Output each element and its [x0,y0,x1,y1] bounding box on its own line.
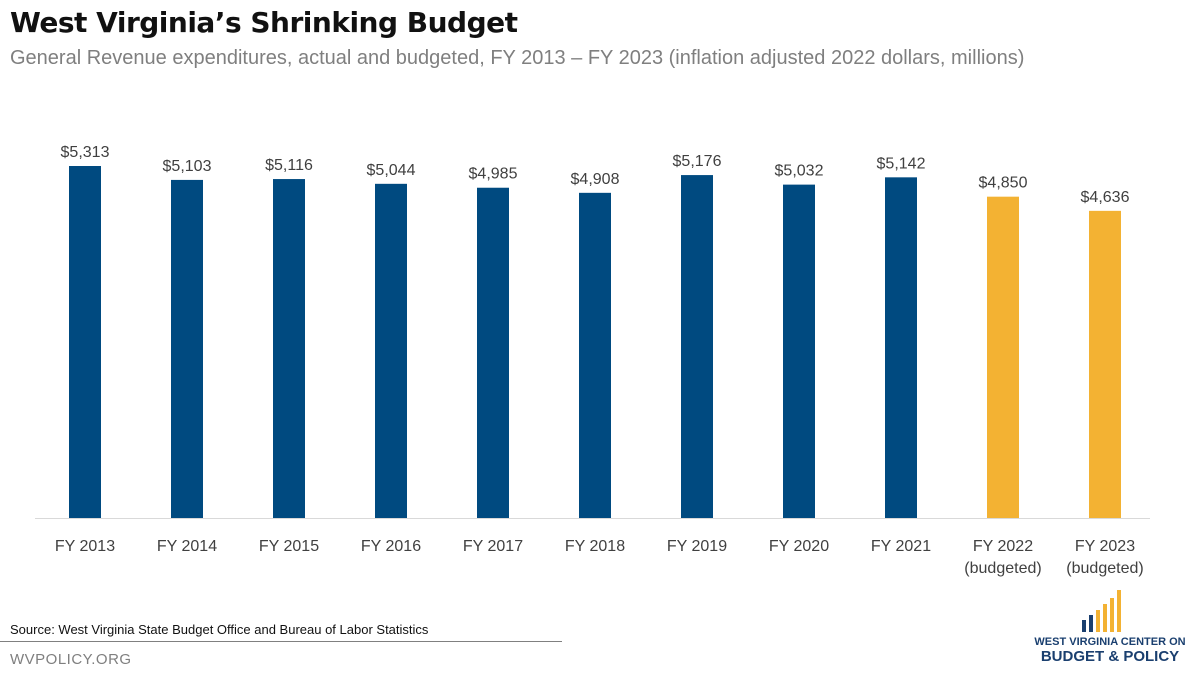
logo-bar [1089,615,1093,632]
data-label: $5,116 [265,157,313,174]
x-tick-label: FY 2013 [55,538,115,555]
bar-fy-2021 [885,177,917,518]
bar-fy-2016 [375,183,407,518]
logo-bars-icon [1082,590,1121,632]
data-label: $4,850 [979,175,1028,192]
bar-fy-2023 [1089,210,1121,518]
data-label: $5,176 [673,153,722,170]
x-tick-label: FY 2023 [1075,538,1135,555]
x-tick-label: FY 2014 [157,538,217,555]
x-tick-label: FY 2016 [361,538,421,555]
x-tick-label: FY 2021 [871,538,931,555]
bar-fy-2020 [783,184,815,518]
data-label: $5,313 [61,144,110,161]
bar-fy-2015 [273,179,305,518]
logo-text-line2: BUDGET & POLICY [1040,648,1180,665]
bar-fy-2014 [171,179,203,519]
bar-chart: $5,313 FY 2013 $5,103 FY 2014 $5,116 FY 2015 $… [35,144,1150,577]
chart-subtitle: General Revenue expenditures, actual and… [10,47,1025,69]
bar-fy-2017 [477,187,509,519]
data-label: $5,044 [367,162,416,179]
data-label: $4,985 [469,166,518,183]
wvcbp-logo: WEST VIRGINIA CENTER ON BUDGET & POLICY [1030,586,1190,668]
x-tick-label: (budgeted) [1066,560,1143,577]
logo-bar [1082,620,1086,632]
footer-divider [0,641,562,642]
logo-bar [1110,598,1114,632]
logo-bar [1103,604,1107,632]
x-tick-label: FY 2018 [565,538,625,555]
logo-bar [1117,590,1121,632]
x-tick-label: FY 2022 [973,538,1033,555]
data-label: $4,908 [571,171,620,188]
bar-fy-2019 [681,175,713,518]
data-label: $5,103 [163,158,212,175]
logo-text-line1: WEST VIRGINIA CENTER ON [1034,636,1186,648]
data-label: $5,142 [877,155,926,172]
x-tick-label: FY 2020 [769,538,829,555]
bar-fy-2018 [579,192,611,519]
data-label: $4,636 [1081,189,1130,206]
logo-bar [1096,610,1100,632]
bar-fy-2013 [69,166,101,518]
website-label: WVPOLICY.ORG [10,651,132,668]
source-note: Source: West Virginia State Budget Offic… [10,622,429,637]
x-tick-label: (budgeted) [964,560,1041,577]
data-label: $5,032 [775,163,824,180]
x-tick-label: FY 2017 [463,538,523,555]
x-tick-label: FY 2015 [259,538,319,555]
bar-fy-2022 [987,196,1019,519]
x-tick-label: FY 2019 [667,538,727,555]
chart-title: West Virginia’s Shrinking Budget [10,6,518,39]
